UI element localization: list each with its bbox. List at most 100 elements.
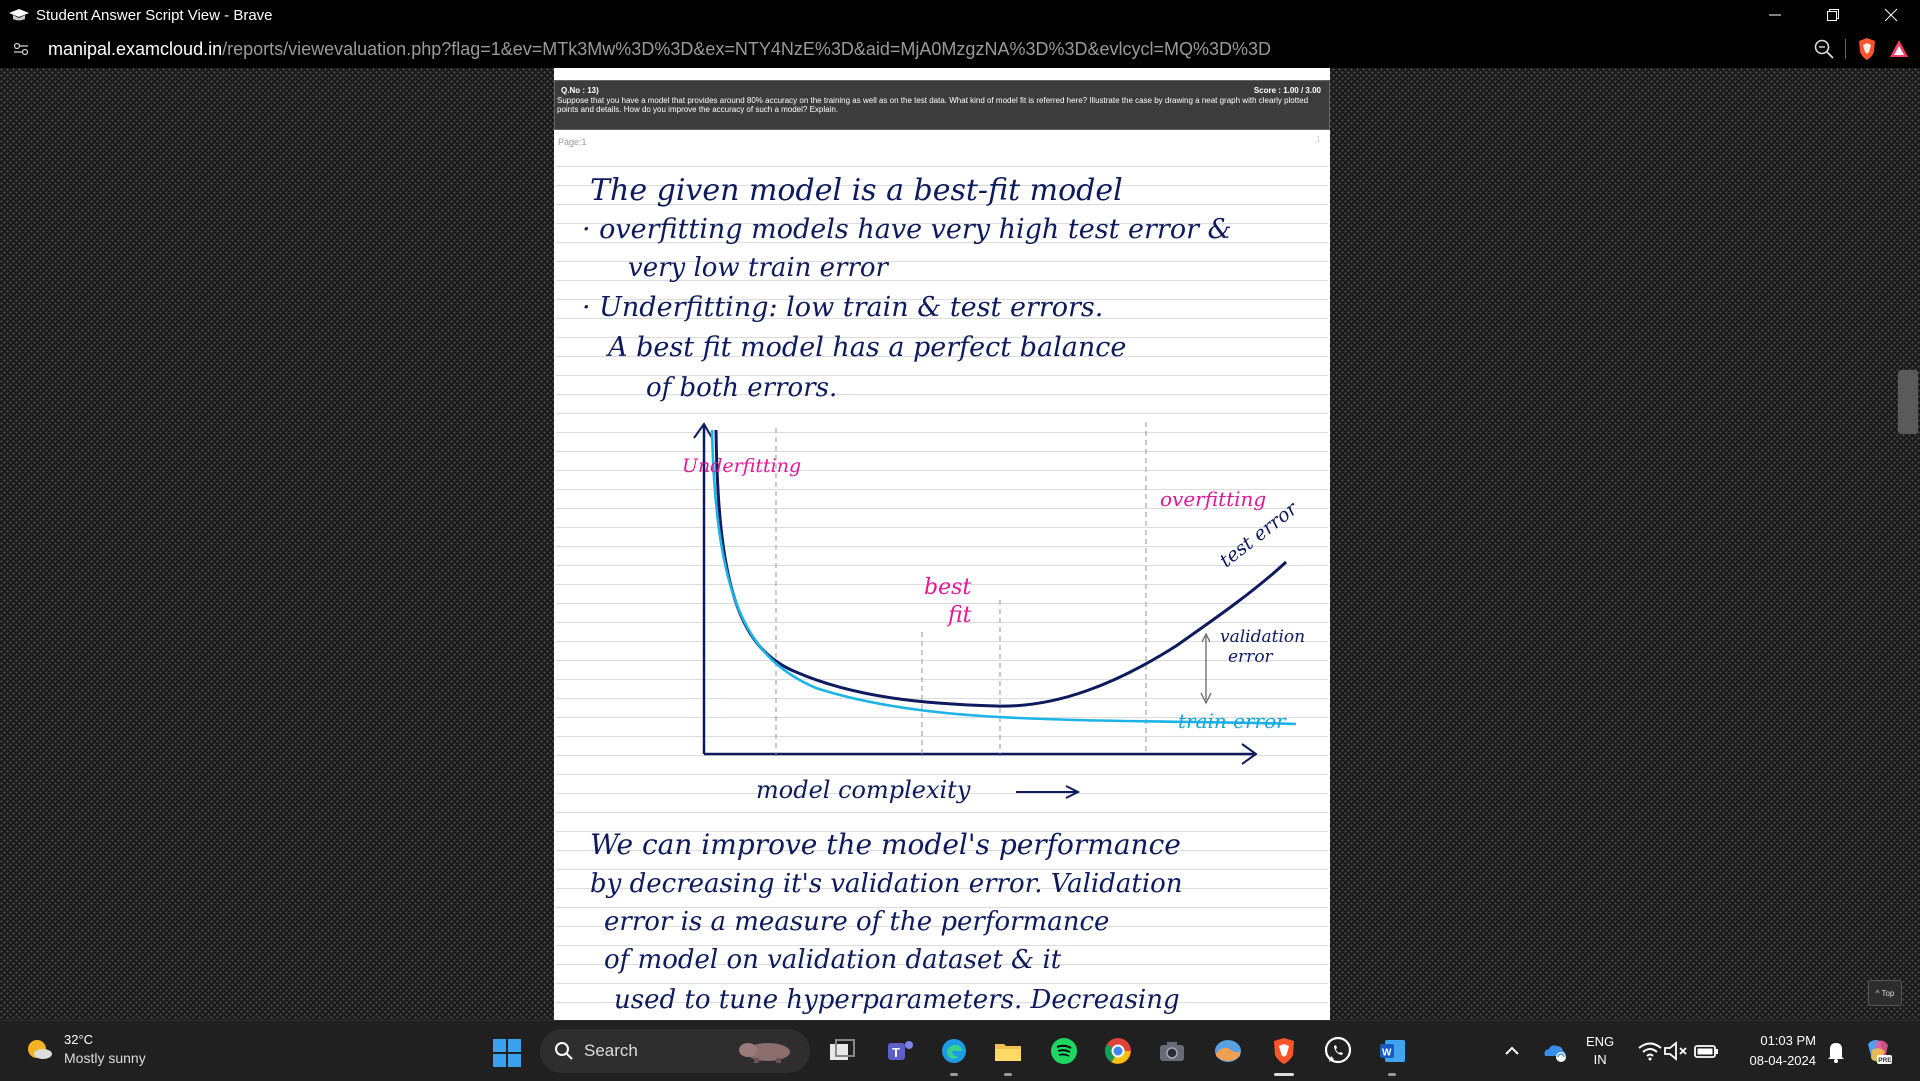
restore-button[interactable] [1804, 0, 1862, 30]
address-bar[interactable]: manipal.examcloud.in/reports/viewevaluat… [0, 30, 1920, 69]
taskbar-file-explorer[interactable] [992, 1035, 1024, 1067]
title-bar: Student Answer Script View - Brave [0, 0, 1920, 30]
taskbar-task-view[interactable] [826, 1035, 858, 1067]
search-highlight-hippo-icon [739, 1043, 790, 1063]
photos-icon [1215, 1040, 1241, 1062]
answer-line-4: · Underfitting: low train & test errors. [582, 292, 1103, 323]
graph-y-arrow [693, 422, 713, 439]
validation-gap-arrow-down [1200, 692, 1212, 705]
clock[interactable]: 01:03 PM 08-04-2024 [1730, 1031, 1817, 1071]
taskbar-copilot[interactable]: PRE [1862, 1035, 1894, 1067]
answer-after-line-2: by decreasing it's validation error. Val… [590, 869, 1183, 899]
onedrive-sync-icon [1544, 1045, 1566, 1062]
answer-after-line-3: error is a measure of the performance [604, 907, 1109, 937]
edge-running-indicator [950, 1073, 958, 1076]
label-overfitting: overfitting [1160, 487, 1266, 511]
tray-notifications[interactable] [1820, 1035, 1852, 1067]
tray-wifi[interactable] [1634, 1035, 1666, 1067]
svg-text:W: W [1382, 1048, 1392, 1059]
taskbar-spotify[interactable] [1048, 1035, 1080, 1067]
site-settings-icon[interactable] [12, 40, 30, 58]
x-axis-label-arrowhead [1065, 785, 1081, 799]
tray-volume[interactable] [1660, 1035, 1692, 1067]
taskbar-search[interactable]: Search [540, 1029, 810, 1073]
chrome-icon [1104, 1038, 1131, 1064]
label-validation-2: error [1228, 647, 1274, 667]
folder-icon [995, 1044, 1021, 1061]
label-train-error: train error [1178, 709, 1287, 733]
question-header: Q.No : 13) Score : 1.00 / 3.00 Suppose t… [554, 80, 1330, 130]
close-button[interactable] [1862, 0, 1920, 30]
scroll-top-button[interactable]: ^ Top [1868, 980, 1902, 1006]
question-score: Score : 1.00 / 3.00 [1253, 86, 1321, 95]
restore-icon [1827, 9, 1839, 21]
battery-icon [1694, 1045, 1718, 1058]
brave-active-indicator [1274, 1073, 1294, 1076]
language-region: IN [1593, 1052, 1607, 1067]
taskbar-brave[interactable] [1268, 1035, 1300, 1067]
label-x-axis: model complexity [756, 776, 971, 804]
tray-overflow[interactable] [1496, 1035, 1528, 1067]
brave-rewards-icon[interactable] [1888, 38, 1910, 60]
answer-after-line-5: used to tune hyperparameters. Decreasing [614, 985, 1180, 1015]
tray-language[interactable]: ENG IN [1586, 1021, 1614, 1081]
tray-onedrive[interactable] [1538, 1035, 1570, 1067]
taskbar-word[interactable]: W [1376, 1035, 1408, 1067]
weather-temperature: 32°C [64, 1032, 94, 1047]
test-error-curve [714, 429, 1288, 708]
brave-shields-icon[interactable] [1856, 37, 1878, 61]
weather-widget[interactable]: 32°C Mostly sunny [24, 1031, 146, 1067]
search-label: Search [584, 1041, 638, 1060]
bell-icon [1828, 1043, 1844, 1063]
minimize-button[interactable] [1746, 0, 1804, 30]
windows-start-icon[interactable] [492, 1038, 522, 1068]
answer-line-3: very low train error [628, 253, 890, 283]
ruled-lines [556, 148, 1328, 1020]
url-domain: manipal.examcloud.in [48, 38, 223, 59]
answer-line-6: of both errors. [646, 373, 837, 403]
fit-graph: Underfitting overfitting best fit test e… [682, 422, 1305, 804]
label-best: best [924, 575, 971, 600]
taskbar-whatsapp[interactable] [1322, 1035, 1354, 1067]
answer-after-line-4: of model on validation dataset & it [604, 945, 1062, 975]
search-icon [555, 1042, 573, 1060]
weather-sun-icon [28, 1040, 52, 1059]
copilot-pre-badge: PRE [1878, 1057, 1892, 1064]
address-separator [1845, 39, 1846, 59]
copilot-icon: PRE [1868, 1040, 1892, 1064]
volume-muted-icon [1664, 1041, 1687, 1061]
question-text: Suppose that you have a model that provi… [557, 96, 1309, 114]
answer-after-line-1: We can improve the model's performance [590, 828, 1181, 861]
label-validation-1: validation [1220, 627, 1305, 647]
label-underfitting: Underfitting [682, 455, 801, 477]
window-controls [1746, 0, 1920, 30]
url-path: /reports/viewevaluation.php?flag=1&ev=MT… [222, 38, 1272, 59]
word-icon: W [1380, 1040, 1405, 1062]
taskbar-chrome[interactable] [1102, 1035, 1134, 1067]
chevron-up-icon [1505, 1046, 1519, 1055]
label-fit: fit [946, 603, 972, 628]
spotify-icon [1051, 1038, 1077, 1064]
answer-line-5: A best fit model has a perfect balance [605, 332, 1126, 363]
explorer-running-indicator [1004, 1073, 1012, 1076]
taskbar-camera[interactable] [1156, 1035, 1188, 1067]
page-corner-number: 1 [1316, 135, 1321, 144]
language-code: ENG [1586, 1034, 1615, 1049]
taskbar-photos[interactable] [1212, 1035, 1244, 1067]
page-scrollbar-thumb[interactable] [1898, 370, 1918, 434]
address-bar-actions [1813, 30, 1910, 68]
zoom-icon[interactable] [1813, 38, 1835, 60]
whatsapp-icon [1324, 1036, 1352, 1064]
close-icon [1884, 8, 1898, 22]
clock-time: 01:03 PM [1760, 1033, 1816, 1048]
teams-icon: T [888, 1041, 913, 1060]
answer-line-2: · overfitting models have very high test… [582, 214, 1232, 245]
url-field[interactable]: manipal.examcloud.in/reports/viewevaluat… [48, 39, 1271, 60]
tray-battery[interactable] [1690, 1035, 1722, 1067]
task-view-icon [830, 1039, 855, 1060]
word-running-indicator [1388, 1073, 1396, 1076]
camera-icon [1160, 1042, 1184, 1061]
brave-icon [1274, 1038, 1294, 1064]
taskbar-edge[interactable] [938, 1035, 970, 1067]
taskbar-teams[interactable]: T [884, 1035, 916, 1067]
